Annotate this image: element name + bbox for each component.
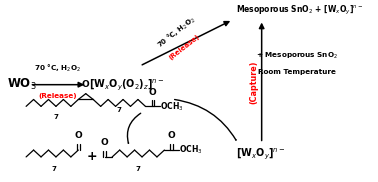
Text: WO$_3$: WO$_3$ — [8, 77, 37, 92]
Text: 7: 7 — [117, 107, 122, 113]
Text: [W$_x$O$_y$(O$_2$)$_z$]$^{n-}$: [W$_x$O$_y$(O$_2$)$_z$]$^{n-}$ — [90, 77, 165, 92]
Text: Room Temperature: Room Temperature — [258, 69, 336, 75]
Text: +: + — [87, 150, 97, 163]
Text: 70 °C, H$_2$O$_2$: 70 °C, H$_2$O$_2$ — [155, 14, 198, 51]
Text: O: O — [168, 131, 176, 140]
Text: O: O — [82, 80, 90, 89]
Text: O: O — [101, 138, 108, 147]
FancyArrowPatch shape — [127, 113, 141, 143]
Text: 7: 7 — [53, 114, 58, 120]
Text: (Release): (Release) — [168, 33, 201, 61]
FancyArrowPatch shape — [175, 100, 236, 140]
Text: OCH$_3$: OCH$_3$ — [160, 100, 184, 113]
Text: 7: 7 — [136, 166, 141, 172]
Text: [W$_x$O$_y$]$^{n-}$: [W$_x$O$_y$]$^{n-}$ — [236, 146, 286, 161]
Text: OCH$_3$: OCH$_3$ — [179, 144, 203, 156]
Text: Mesoporous SnO$_2$ + [W$_x$O$_y$]$^{n-}$: Mesoporous SnO$_2$ + [W$_x$O$_y$]$^{n-}$ — [236, 4, 363, 17]
Text: (Capture): (Capture) — [250, 61, 259, 104]
Text: O: O — [149, 88, 157, 97]
Text: O: O — [74, 131, 82, 140]
Text: 70 °C, H$_2$O$_2$: 70 °C, H$_2$O$_2$ — [34, 63, 81, 74]
Text: 7: 7 — [51, 166, 56, 172]
Text: (Release): (Release) — [38, 92, 77, 98]
Text: + Mesoporous SnO$_2$: + Mesoporous SnO$_2$ — [256, 51, 338, 61]
